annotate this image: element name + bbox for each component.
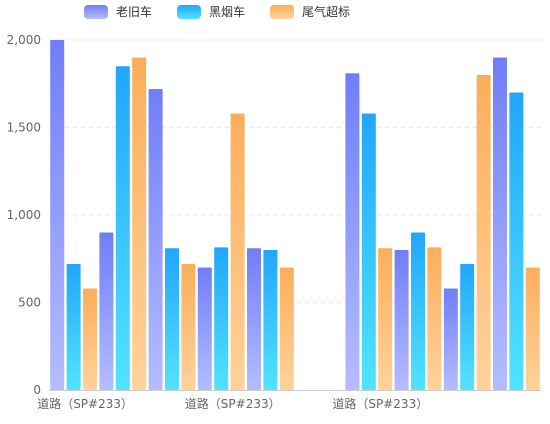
- bar-黑烟车[interactable]: [214, 247, 229, 391]
- bar-老旧车[interactable]: [394, 250, 409, 390]
- legend-label: 尾气超标: [302, 4, 350, 19]
- bar-尾气超标[interactable]: [83, 288, 97, 391]
- bar-尾气超标[interactable]: [476, 75, 491, 390]
- bar-黑烟车[interactable]: [411, 232, 425, 391]
- legend-item-老旧车[interactable]: 老旧车: [84, 4, 152, 19]
- bar-老旧车[interactable]: [50, 40, 65, 390]
- y-tick-label: 500: [18, 296, 41, 310]
- bar-老旧车[interactable]: [148, 89, 163, 390]
- bar-老旧车[interactable]: [443, 288, 458, 391]
- legend-swatch: [270, 5, 294, 19]
- bar-黑烟车[interactable]: [66, 264, 81, 390]
- bar-黑烟车[interactable]: [165, 248, 179, 390]
- y-tick-label: 2,000: [7, 33, 41, 47]
- bar-老旧车[interactable]: [345, 73, 360, 390]
- bar-黑烟车[interactable]: [263, 250, 278, 390]
- bar-尾气超标[interactable]: [279, 267, 294, 391]
- bar-尾气超标[interactable]: [525, 267, 540, 391]
- x-tick-label: 道路（SP#233）: [332, 396, 428, 411]
- legend-label: 老旧车: [116, 4, 152, 19]
- bar-黑烟车[interactable]: [509, 92, 524, 391]
- bar-黑烟车[interactable]: [115, 66, 130, 390]
- legend[interactable]: 老旧车 黑烟车 尾气超标: [84, 4, 350, 19]
- legend-item-尾气超标[interactable]: 尾气超标: [270, 4, 350, 19]
- bar-老旧车[interactable]: [197, 267, 212, 391]
- bar-尾气超标[interactable]: [181, 264, 196, 390]
- y-axis: 0 500 1,000 1,500 2,000: [7, 33, 41, 397]
- bar-尾气超标[interactable]: [378, 248, 393, 390]
- bar-黑烟车[interactable]: [361, 113, 376, 391]
- bar-老旧车[interactable]: [99, 232, 114, 391]
- bars: [50, 40, 540, 391]
- bar-老旧车[interactable]: [247, 248, 261, 390]
- legend-label: 黑烟车: [209, 4, 245, 19]
- legend-item-黑烟车[interactable]: 黑烟车: [177, 4, 245, 19]
- x-tick-label: 道路（SP#233）: [37, 396, 133, 411]
- bar-尾气超标[interactable]: [230, 113, 245, 391]
- y-tick-label: 0: [33, 383, 41, 397]
- bar-尾气超标[interactable]: [427, 247, 442, 391]
- grid-lines: [49, 39, 541, 303]
- legend-swatch: [84, 5, 108, 19]
- bar-老旧车[interactable]: [493, 57, 507, 391]
- legend-swatch: [177, 5, 201, 19]
- bar-尾气超标[interactable]: [132, 57, 147, 391]
- x-axis: 道路（SP#233） 道路（SP#233） 道路（SP#233）: [37, 390, 541, 411]
- x-tick-label: 道路（SP#233）: [185, 396, 281, 411]
- bar-黑烟车[interactable]: [460, 264, 475, 390]
- y-tick-label: 1,500: [7, 121, 41, 135]
- y-tick-label: 1,000: [7, 208, 41, 222]
